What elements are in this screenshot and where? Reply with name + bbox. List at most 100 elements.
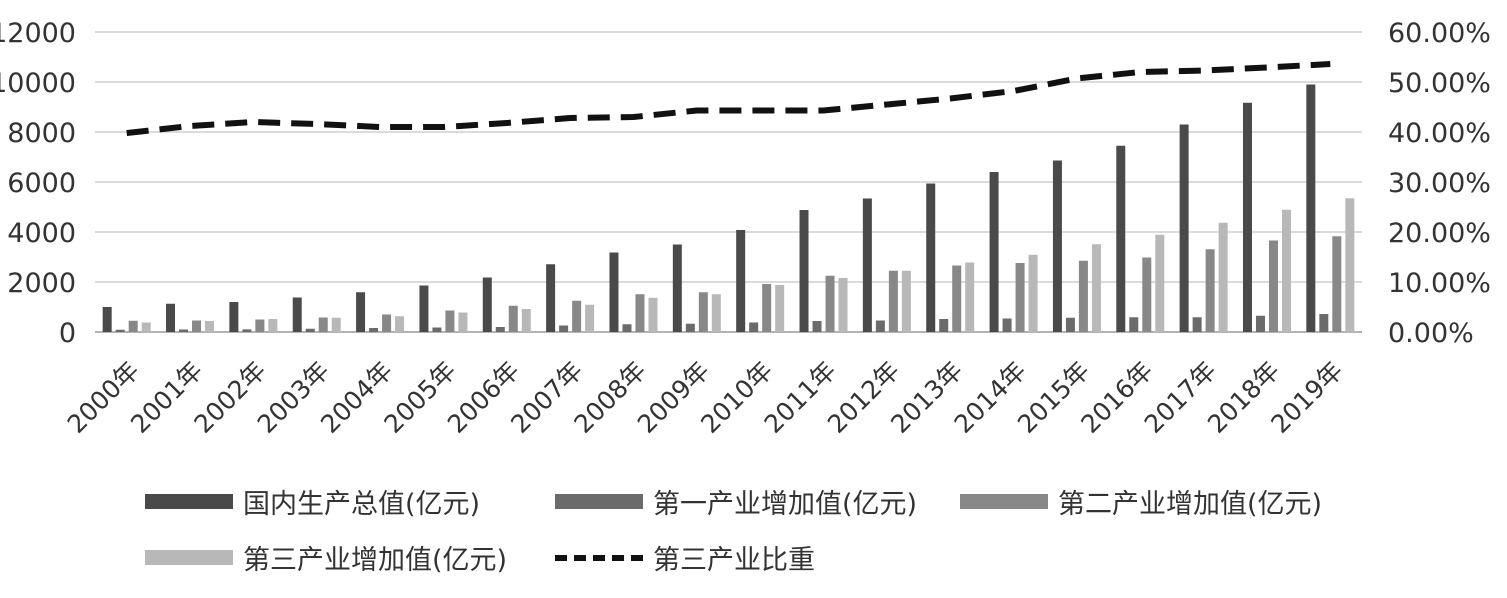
y-tick-label-left: 10000 (0, 68, 76, 99)
bar (268, 319, 278, 332)
bar (1218, 222, 1228, 332)
bar (546, 264, 556, 332)
y-tick-label-left: 8000 (7, 118, 76, 149)
bar (812, 321, 822, 332)
legend-swatch-bar (145, 494, 233, 509)
series-line (126, 61, 1331, 136)
bar (318, 317, 328, 332)
bar (648, 297, 658, 332)
bar (1155, 234, 1165, 332)
y-tick-label-left: 12000 (0, 18, 76, 49)
bar (939, 319, 949, 332)
bar (292, 297, 302, 332)
bar (1306, 84, 1316, 332)
bar (141, 322, 151, 332)
legend-swatch-bar (145, 550, 233, 565)
bar (1242, 102, 1252, 332)
bar (356, 292, 366, 332)
bar (1332, 236, 1342, 332)
bar (1028, 254, 1038, 332)
bar (888, 270, 898, 332)
bar (482, 277, 492, 332)
bar (255, 319, 265, 332)
bar (698, 292, 708, 332)
bar (609, 252, 619, 332)
legend-swatch-dashed-line (555, 554, 643, 561)
bar (242, 329, 252, 332)
bar (672, 244, 682, 332)
legend-item: 第二产业增加值(亿元) (960, 482, 1322, 521)
bar (382, 314, 392, 332)
legend-item: 第三产业比重 (555, 538, 815, 577)
bar (458, 312, 468, 332)
bar (622, 324, 632, 332)
bar (1129, 317, 1139, 332)
y-tick-label-right: 30.00% (1388, 168, 1491, 199)
bar (166, 303, 176, 332)
bar (521, 309, 531, 332)
bar (1268, 240, 1278, 332)
bar (926, 183, 936, 332)
bar (331, 317, 341, 332)
y-tick-label-left: 0 (59, 318, 76, 349)
bar (952, 265, 962, 332)
y-tick-label-right: 50.00% (1388, 68, 1491, 99)
y-tick-label-right: 60.00% (1388, 18, 1491, 49)
y-tick-label-right: 0.00% (1388, 318, 1474, 349)
bar (1002, 318, 1012, 332)
legend-swatch-bar (555, 494, 643, 509)
bar (1078, 260, 1088, 332)
bar (205, 321, 215, 332)
bar (305, 328, 315, 332)
bar (445, 310, 455, 332)
y-tick-label-right: 40.00% (1388, 118, 1491, 149)
legend-swatch-bar (960, 494, 1048, 509)
bar (192, 320, 202, 332)
bar (635, 294, 645, 332)
legend-label: 第三产业增加值(亿元) (243, 545, 508, 576)
bar (395, 316, 405, 332)
bar (1255, 315, 1265, 332)
bar (965, 262, 975, 332)
legend-label: 第二产业增加值(亿元) (1058, 489, 1323, 520)
y-tick-label-left: 2000 (7, 268, 76, 299)
bar (862, 198, 872, 332)
bar (128, 320, 138, 332)
legend-item: 第三产业增加值(亿元) (145, 538, 507, 577)
bar (1116, 145, 1126, 332)
bar (875, 320, 885, 332)
chart-plot: 0 2000 4000 6000 8000 10000 12000 0.00% 10.00% 20… (0, 18, 1491, 439)
bar (1192, 317, 1202, 332)
y-tick-label-left: 6000 (7, 168, 76, 199)
bar (585, 304, 595, 332)
bar (762, 284, 772, 332)
bar (1319, 314, 1329, 332)
bar (799, 210, 809, 332)
bar (1091, 244, 1101, 332)
bar (775, 285, 785, 332)
bar (572, 300, 582, 332)
x-tick-label: 2019年 (1265, 356, 1348, 439)
bar (1281, 209, 1291, 332)
bar (1052, 160, 1062, 332)
legend-label: 第三产业比重 (653, 545, 815, 576)
bar (711, 294, 721, 332)
bar (685, 323, 695, 332)
y-tick-label-right: 20.00% (1388, 218, 1491, 249)
bar (989, 172, 999, 332)
bar (508, 305, 518, 332)
legend-item: 第一产业增加值(亿元) (555, 482, 917, 521)
bar (749, 322, 759, 332)
bar (432, 327, 442, 332)
legend: 国内生产总值(亿元) 第一产业增加值(亿元) 第二产业增加值(亿元) 第三产业增加值(… (0, 470, 1507, 598)
bar (115, 329, 125, 332)
bar (369, 328, 379, 332)
y-tick-label-right: 10.00% (1388, 268, 1491, 299)
bar (736, 230, 746, 332)
bar (229, 302, 239, 332)
bar (102, 307, 112, 332)
bar (559, 325, 569, 332)
bar (825, 275, 835, 332)
bar (1179, 124, 1189, 332)
